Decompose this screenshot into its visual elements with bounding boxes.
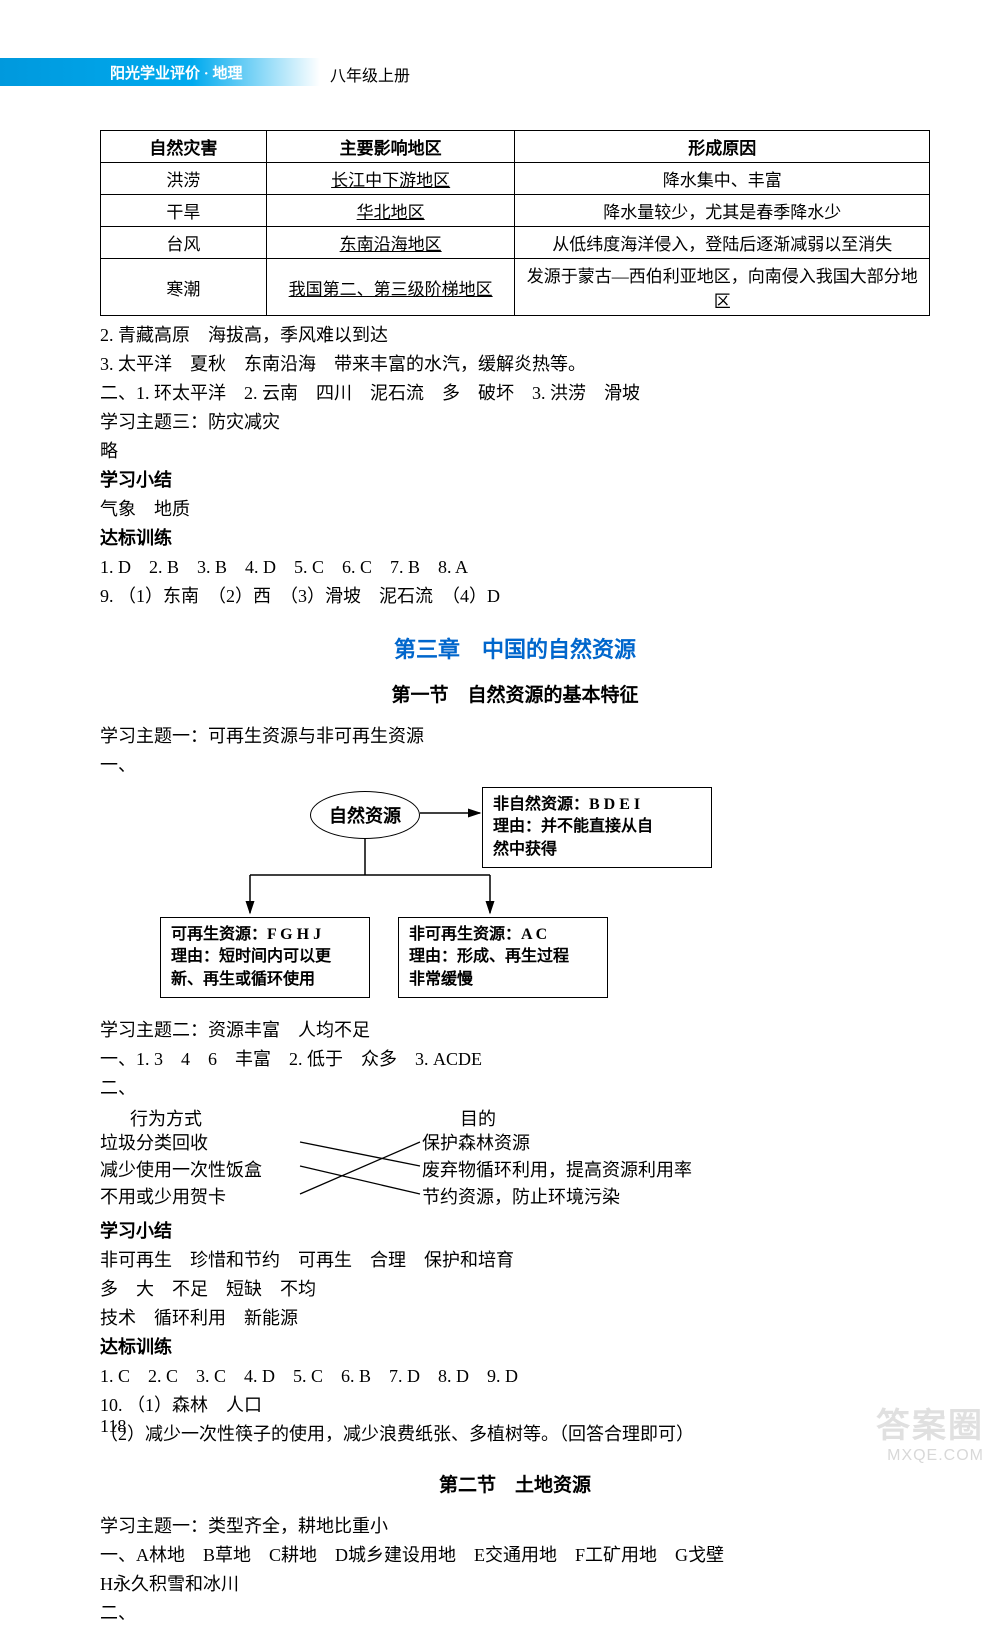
- diagram-renewable: 可再生资源：F G H J 理由：短时间内可以更 新、再生或循环使用: [160, 917, 370, 998]
- diagram-nonrenewable: 非可再生资源：A C 理由：形成、再生过程 非常缓慢: [398, 917, 608, 998]
- answer-line: 一、A林地 B草地 C耕地 D城乡建设用地 E交通用地 F工矿用地 G戈壁: [100, 1542, 930, 1569]
- table-row: 干旱 华北地区 降水量较少，尤其是春季降水少: [101, 195, 930, 227]
- table-row: 寒潮 我国第二、第三级阶梯地区 发源于蒙古—西伯利亚地区，向南侵入我国大部分地区: [101, 259, 930, 316]
- watermark-line1: 答案圈: [876, 1398, 984, 1447]
- behavior-right-list: 保护森林资源 废弃物循环利用，提高资源利用率 节约资源，防止环境污染: [422, 1130, 692, 1211]
- table-row: 台风 东南沿海地区 从低纬度海洋侵入，登陆后逐渐减弱以至消失: [101, 227, 930, 259]
- behavior-left-list: 垃圾分类回收 减少使用一次性饭盒 不用或少用贺卡: [100, 1130, 262, 1211]
- header-series-bar: 阳光学业评价 · 地理: [0, 58, 320, 86]
- summary-heading: 学习小结: [100, 1218, 930, 1245]
- header-grade: 八年级上册: [330, 62, 410, 86]
- practice-heading: 达标训练: [100, 1334, 930, 1361]
- diagram-root: 自然资源: [310, 791, 420, 839]
- topic-heading: 学习主题一：类型齐全，耕地比重小: [100, 1513, 930, 1540]
- summary-line: 非可再生 珍惜和节约 可再生 合理 保护和培育: [100, 1247, 930, 1274]
- behavior-diagram: 行为方式 目的 垃圾分类回收 减少使用一次性饭盒 不用或少用贺卡 保护森林资源 …: [100, 1106, 820, 1216]
- note-line: 2. 青藏高原 海拔高，季风难以到达: [100, 322, 930, 349]
- answer-line: H永久积雪和冰川: [100, 1571, 930, 1598]
- diagram-nonnatural: 非自然资源：B D E I 理由：并不能直接从自 然中获得: [482, 787, 712, 868]
- col-disaster: 自然灾害: [101, 131, 267, 163]
- table-header-row: 自然灾害 主要影响地区 形成原因: [101, 131, 930, 163]
- answer-line: 1. D 2. B 3. B 4. D 5. C 6. C 7. B 8. A: [100, 554, 930, 581]
- section-title: 第二节 土地资源: [100, 1470, 930, 1497]
- summary-heading: 学习小结: [100, 467, 930, 494]
- note-line: 二、1. 环太平洋 2. 云南 四川 泥石流 多 破坏 3. 洪涝 滑坡: [100, 380, 930, 407]
- table-row: 洪涝 长江中下游地区 降水集中、丰富: [101, 163, 930, 195]
- col-region: 主要影响地区: [266, 131, 515, 163]
- disasters-table: 自然灾害 主要影响地区 形成原因 洪涝 长江中下游地区 降水集中、丰富 干旱 华…: [100, 130, 930, 316]
- behavior-left-head: 行为方式: [130, 1106, 202, 1133]
- section-title: 第一节 自然资源的基本特征: [100, 680, 930, 707]
- note-line: 3. 太平洋 夏秋 东南沿海 带来丰富的水汽，缓解炎热等。: [100, 351, 930, 378]
- sub-number: 一、: [100, 752, 930, 779]
- answer-line: 1. C 2. C 3. C 4. D 5. C 6. B 7. D 8. D …: [100, 1363, 930, 1390]
- sub-number: 二、: [100, 1075, 930, 1102]
- summary-line: 多 大 不足 短缺 不均: [100, 1276, 930, 1303]
- topic-heading: 学习主题二：资源丰富 人均不足: [100, 1017, 930, 1044]
- topic-heading: 学习主题一：可再生资源与非可再生资源: [100, 723, 930, 750]
- answer-line: 一、1. 3 4 6 丰富 2. 低于 众多 3. ACDE: [100, 1046, 930, 1073]
- answer-line: （2）减少一次性筷子的使用，减少浪费纸张、多植树等。（回答合理即可）: [100, 1421, 930, 1448]
- note-line: 气象 地质: [100, 496, 930, 523]
- page-number: 118: [100, 1416, 126, 1437]
- behavior-right-head: 目的: [460, 1106, 496, 1133]
- col-cause: 形成原因: [515, 131, 930, 163]
- practice-heading: 达标训练: [100, 525, 930, 552]
- answer-line: 10. （1）森林 人口: [100, 1392, 930, 1419]
- header-series-text: 阳光学业评价 · 地理: [110, 62, 243, 83]
- answer-line: 9. （1）东南 （2）西 （3）滑坡 泥石流 （4）D: [100, 583, 930, 610]
- resources-diagram: 自然资源 非自然资源：B D E I 理由：并不能直接从自 然中获得 可再生资源…: [160, 785, 780, 1015]
- summary-line: 技术 循环利用 新能源: [100, 1305, 930, 1332]
- sub-number: 二、: [100, 1600, 930, 1627]
- note-line: 学习主题三：防灾减灾: [100, 409, 930, 436]
- chapter-title: 第三章 中国的自然资源: [100, 632, 930, 664]
- watermark-line2: MXQE.COM: [876, 1447, 984, 1465]
- watermark: 答案圈 MXQE.COM: [876, 1398, 984, 1465]
- page-content: 自然灾害 主要影响地区 形成原因 洪涝 长江中下游地区 降水集中、丰富 干旱 华…: [100, 130, 930, 1627]
- note-line: 略: [100, 438, 930, 465]
